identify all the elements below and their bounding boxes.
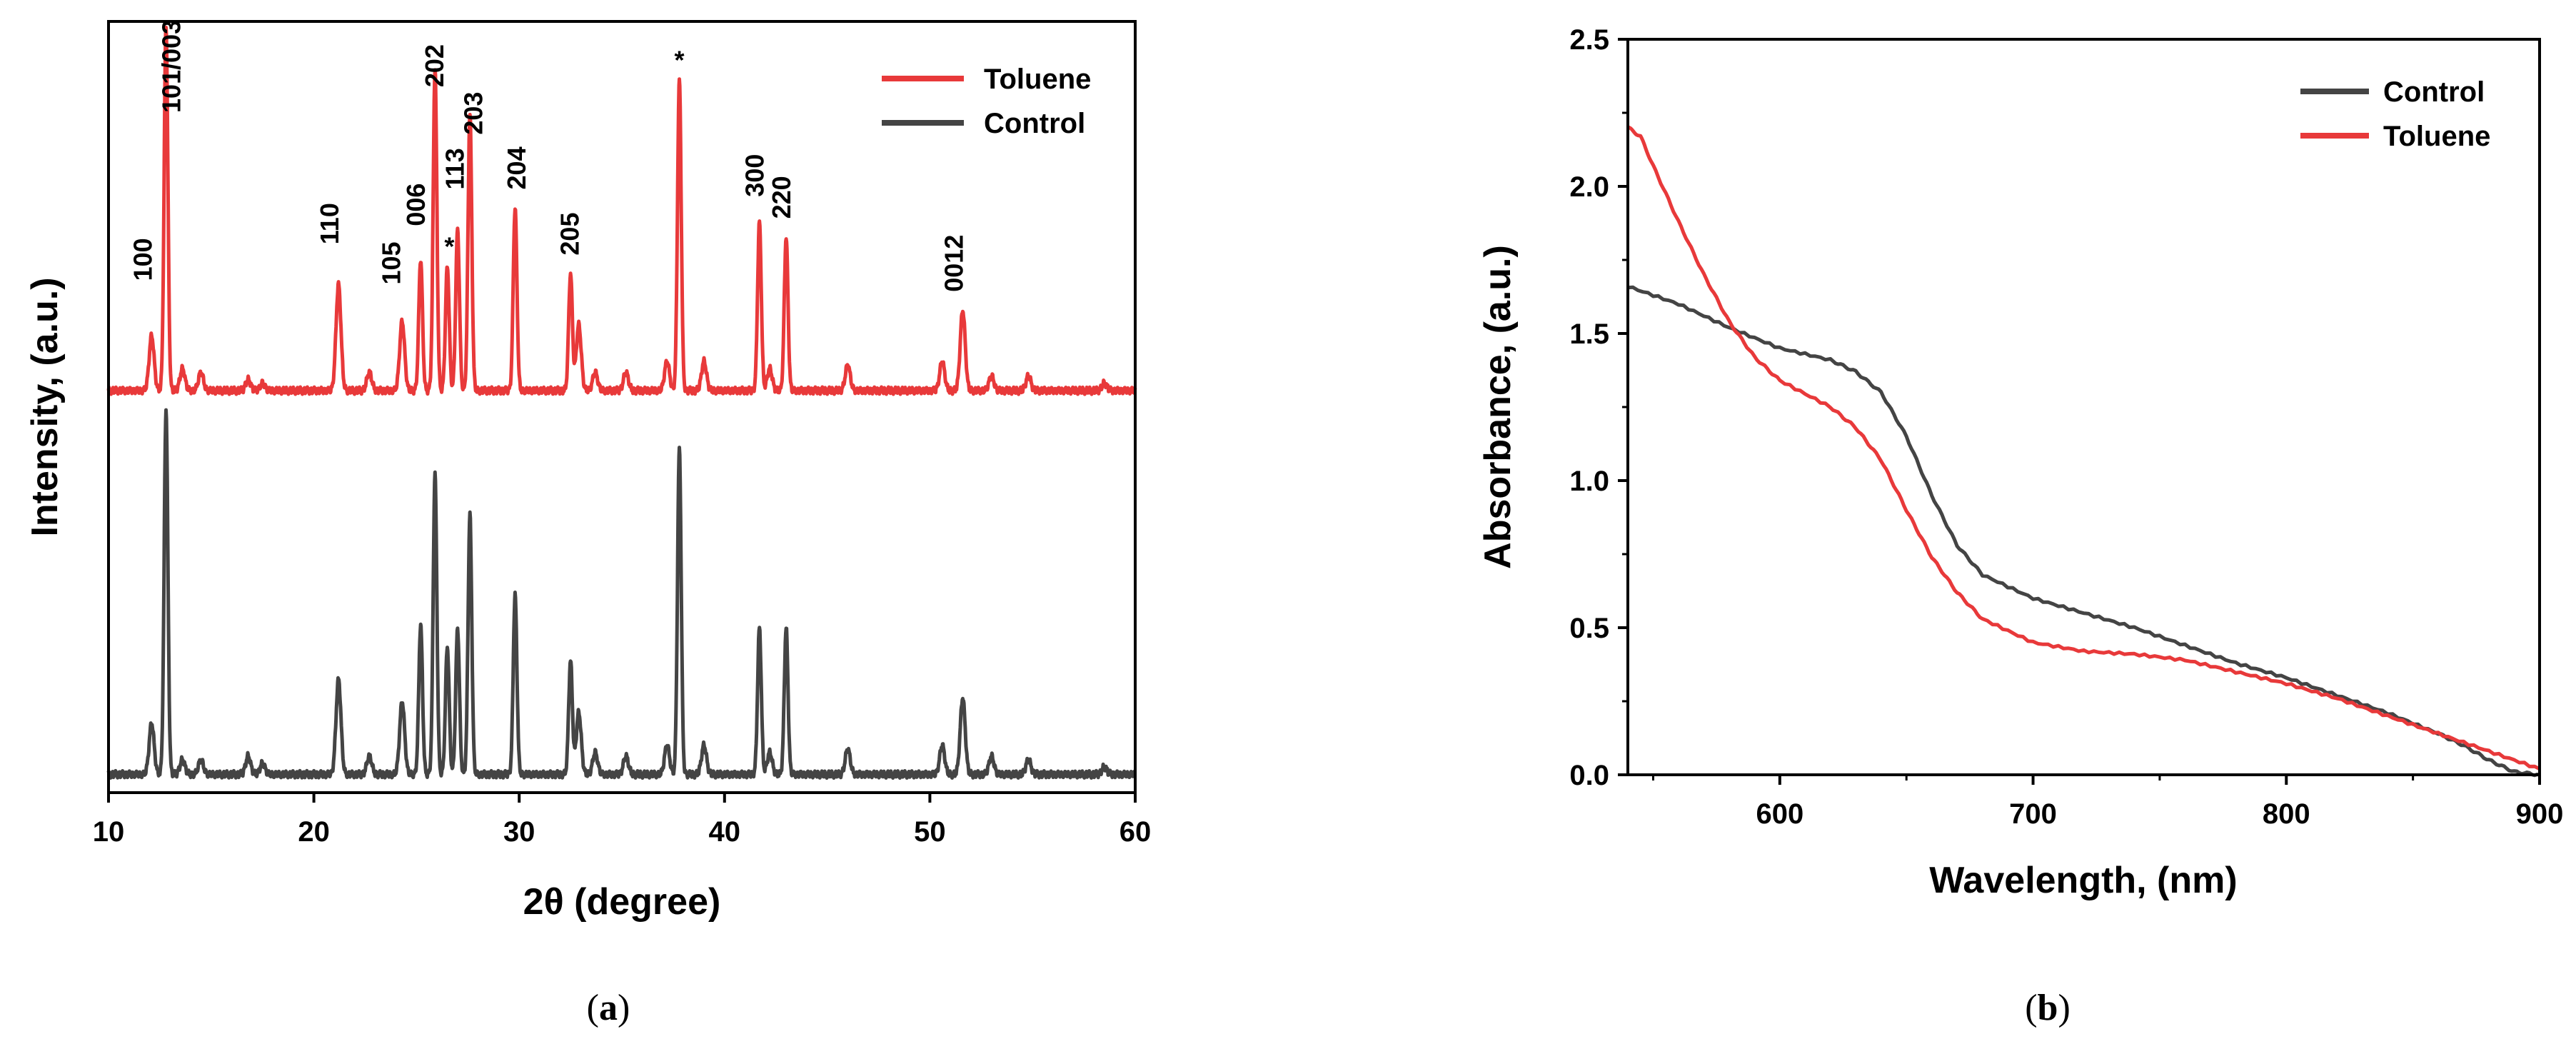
a-plot-frame (107, 20, 1137, 794)
b-legend-label-control: Control (2383, 76, 2485, 108)
b-y-tick-label: 1.0 (1569, 466, 1609, 497)
a-peak-annotation: 0012 (939, 235, 968, 292)
a-peak-annotations: 100 101/003 110 105 006 * 202 113 203 204 205 * 3002… (128, 20, 968, 292)
a-x-tick-label: 30 (503, 816, 535, 848)
a-x-tick-label: 20 (298, 816, 330, 848)
b-x-ticks: 600 700 800 900 (1651, 775, 2564, 830)
panel-b-absorbance-chart: 600 700 800 900 0.0 0.5 1.0 1.5 2.0 2.5 Waveleng… (1477, 24, 2563, 901)
b-y-axis-title: Absorbance, (a.u.) (1477, 245, 1519, 569)
b-y-tick-label: 2.5 (1569, 24, 1609, 56)
a-peak-annotation: 205 (555, 213, 585, 256)
a-peak-annotation: 203 (458, 92, 488, 135)
a-peak-annotation: 220 (767, 176, 796, 219)
b-x-tick-label: 900 (2516, 798, 2564, 830)
b-x-tick-label: 700 (2009, 798, 2057, 830)
a-x-axis-title: 2θ (degree) (523, 881, 721, 923)
a-peak-annotation: 202 (420, 44, 449, 87)
a-x-tick-label: 60 (1120, 816, 1152, 848)
a-series-line-toluene (106, 26, 1137, 396)
a-peak-annotation: * (675, 46, 685, 75)
panel-a-xrd-chart: 10 20 30 40 50 60 100 101/003 110 105 006 * 202 113 2… (24, 20, 1151, 923)
a-y-axis-title: Intensity, (a.u.) (24, 277, 66, 536)
a-legend-label-toluene: Toluene (984, 64, 1091, 95)
a-peak-annotation: 100 (128, 238, 157, 281)
a-peak-annotation: 105 (376, 241, 406, 284)
a-x-tick-label: 10 (93, 816, 125, 848)
a-series-group (106, 26, 1137, 780)
b-series-group (1627, 125, 2541, 778)
a-series-line-control (106, 408, 1137, 780)
b-y-tick-label: 0.0 (1569, 760, 1609, 791)
a-x-tick-label: 50 (914, 816, 946, 848)
b-y-tick-label: 1.5 (1569, 318, 1609, 350)
a-peak-annotation: 204 (502, 146, 531, 189)
b-y-tick-label: 0.5 (1569, 613, 1609, 644)
b-legend: Control Toluene (2300, 76, 2490, 152)
b-y-tick-label: 2.0 (1569, 171, 1609, 203)
a-legend: Toluene Control (882, 64, 1091, 139)
caption-a: (a) (587, 988, 630, 1028)
b-x-axis-title: Wavelength, (nm) (1929, 860, 2237, 901)
b-series-line-toluene (1627, 125, 2541, 771)
a-peak-annotation: * (444, 232, 454, 261)
a-peak-annotation: 006 (401, 184, 431, 226)
b-x-tick-label: 600 (1756, 798, 1803, 830)
caption-b: (b) (2025, 988, 2071, 1028)
a-peak-annotation: 113 (441, 148, 470, 189)
a-legend-label-control: Control (984, 108, 1085, 139)
a-x-tick-label: 40 (709, 816, 741, 848)
a-peak-annotation: 300 (740, 154, 769, 197)
a-x-ticks: 10 20 30 40 50 60 (93, 793, 1152, 848)
b-legend-label-toluene: Toluene (2383, 121, 2490, 152)
b-x-tick-label: 800 (2263, 798, 2310, 830)
b-series-line-control (1627, 285, 2540, 778)
a-peak-annotation: 101/003 (157, 20, 186, 113)
a-peak-annotation: 110 (315, 203, 344, 244)
b-y-ticks: 0.0 0.5 1.0 1.5 2.0 2.5 (1569, 24, 1628, 791)
